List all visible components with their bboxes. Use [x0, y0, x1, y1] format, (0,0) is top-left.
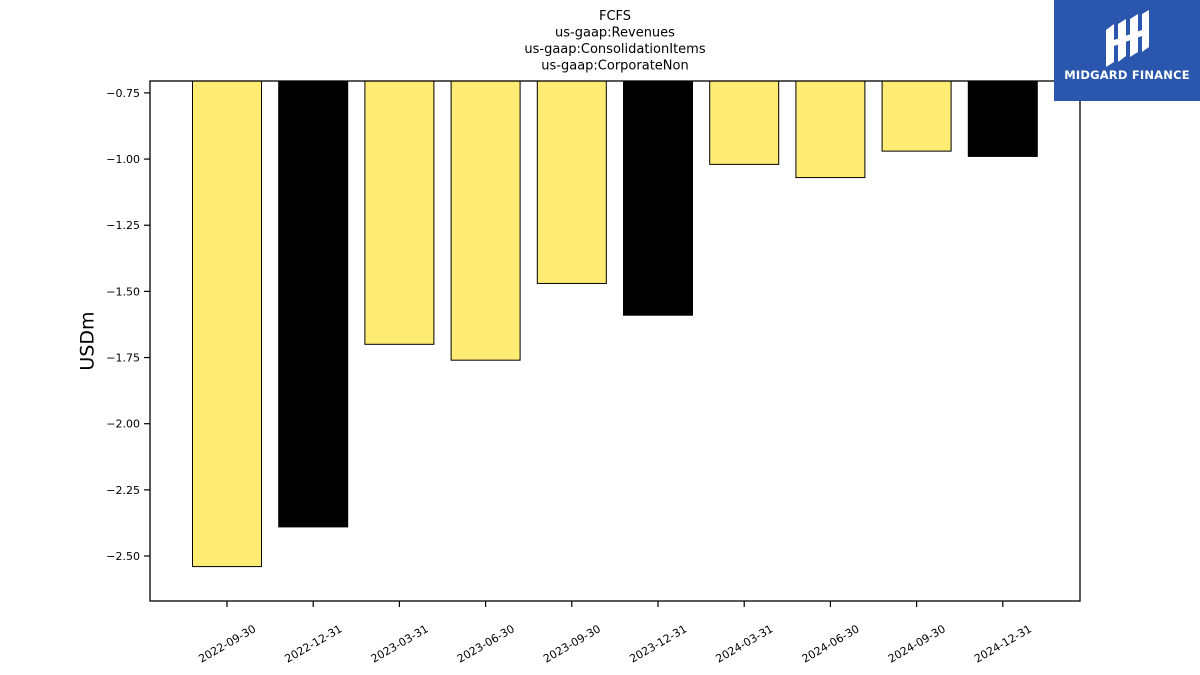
- y-axis-label: USDm: [77, 311, 99, 370]
- x-tick-label: 2024-06-30: [800, 622, 862, 665]
- y-tick-label: −1.50: [106, 285, 140, 298]
- x-tick-label: 2023-03-31: [369, 622, 431, 665]
- bar: [623, 80, 693, 316]
- y-tick-label: −0.75: [106, 87, 140, 100]
- bar: [192, 80, 262, 568]
- x-tick-label: 2024-12-31: [972, 622, 1034, 665]
- y-tick-label: −1.00: [106, 153, 140, 166]
- plot-frame: [149, 80, 1081, 602]
- x-axis: 2022-09-30 2022-12-31 2023-03-31 2023-06-30…: [196, 601, 1034, 666]
- x-tick-label: 2024-03-31: [714, 622, 776, 665]
- y-tick-label: −2.25: [106, 484, 140, 497]
- bar: [536, 80, 607, 284]
- x-tick-label: 2022-12-31: [283, 622, 345, 665]
- y-axis: −0.75 −1.00 −1.25 −1.50 −1.75 −2.00 −2.25 −2.50: [106, 87, 150, 563]
- bar: [709, 80, 780, 165]
- chart-title-line: us-gaap:ConsolidationItems: [524, 42, 705, 57]
- y-tick-label: −2.50: [106, 550, 140, 563]
- brand-logo: MIDGARD FINANCE: [1054, 0, 1200, 101]
- bar: [795, 80, 866, 179]
- bar: [450, 80, 521, 361]
- chart-title: FCFS us-gaap:Revenuesus-gaap:Consolidatio…: [524, 9, 705, 74]
- y-tick-label: −1.25: [106, 219, 140, 232]
- bar: [278, 80, 349, 528]
- brand-name: MIDGARD FINANCE: [1064, 68, 1190, 82]
- bar: [967, 80, 1038, 157]
- bar: [881, 80, 952, 152]
- x-tick-label: 2023-12-31: [627, 622, 689, 665]
- logo-mark-icon: [1106, 10, 1149, 67]
- chart-title-line: us-gaap:CorporateNon: [541, 59, 688, 74]
- bar: [364, 80, 435, 345]
- chart-title-line: us-gaap:Revenues: [555, 26, 675, 41]
- y-tick-label: −2.00: [106, 418, 140, 431]
- y-tick-label: −1.75: [106, 352, 140, 365]
- x-tick-label: 2023-09-30: [541, 622, 603, 665]
- x-tick-label: 2023-06-30: [455, 622, 517, 665]
- chart-title-line: FCFS: [599, 9, 631, 24]
- x-tick-label: 2022-09-30: [196, 622, 258, 665]
- bars: [192, 80, 1038, 568]
- x-tick-label: 2024-09-30: [886, 622, 948, 665]
